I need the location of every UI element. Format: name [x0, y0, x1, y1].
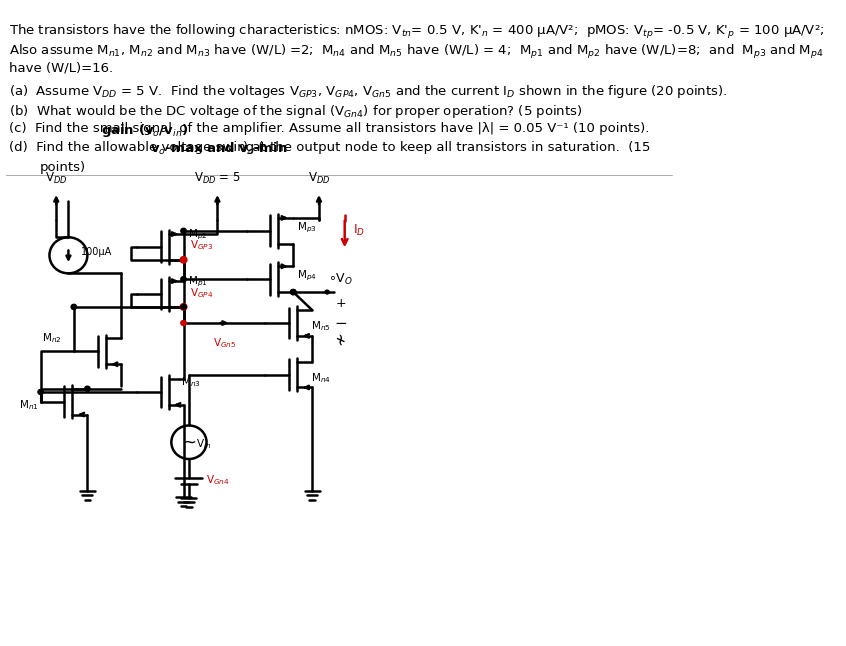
Text: M$_{n1}$: M$_{n1}$	[19, 398, 39, 412]
Circle shape	[181, 228, 186, 233]
Text: (a)  Assume V$_{DD}$ = 5 V.  Find the voltages V$_{GP3}$, V$_{GP4}$, V$_{Gn5}$ a: (a) Assume V$_{DD}$ = 5 V. Find the volt…	[8, 83, 727, 100]
Text: V$_{DD}$: V$_{DD}$	[308, 171, 330, 186]
Circle shape	[38, 390, 43, 395]
Text: M$_{p2}$: M$_{p2}$	[188, 227, 207, 242]
Text: +: +	[335, 297, 346, 310]
Text: (d)  Find the allowable voltage swing (: (d) Find the allowable voltage swing (	[8, 141, 267, 154]
Text: M$_{p4}$: M$_{p4}$	[297, 269, 317, 283]
Text: 100μA: 100μA	[80, 247, 112, 257]
Circle shape	[180, 304, 187, 310]
Text: V$_{Gn5}$: V$_{Gn5}$	[213, 336, 236, 349]
Text: (b)  What would be the DC voltage of the signal (V$_{Gn4}$) for proper operation: (b) What would be the DC voltage of the …	[8, 103, 582, 120]
Text: ~: ~	[182, 433, 196, 452]
Circle shape	[290, 289, 296, 295]
Text: ) at the output node to keep all transistors in saturation.  (15: ) at the output node to keep all transis…	[243, 141, 651, 154]
Text: V$_{DD}$ = 5: V$_{DD}$ = 5	[194, 171, 241, 186]
Text: M$_{n5}$: M$_{n5}$	[310, 319, 331, 333]
Text: −: −	[334, 315, 347, 331]
Text: of the amplifier. Assume all transistors have |λ| = 0.05 V⁻¹ (10 points).: of the amplifier. Assume all transistors…	[175, 122, 650, 135]
Text: ≁: ≁	[332, 331, 349, 346]
Circle shape	[181, 304, 186, 309]
Text: have (W/L)=16.: have (W/L)=16.	[8, 62, 113, 75]
Circle shape	[181, 320, 186, 326]
Text: gain (v$_o$/v$_{in}$): gain (v$_o$/v$_{in}$)	[101, 122, 188, 139]
Text: V$_{DD}$: V$_{DD}$	[45, 171, 68, 186]
Text: (c)  Find the small signal: (c) Find the small signal	[8, 122, 176, 135]
Text: V$_{Gn4}$: V$_{Gn4}$	[206, 473, 229, 486]
Text: M$_{p3}$: M$_{p3}$	[297, 220, 317, 234]
Text: points): points)	[40, 161, 86, 174]
Text: v$_o$-max and v$_o$-min: v$_o$-max and v$_o$-min	[150, 141, 288, 158]
Text: M$_{n3}$: M$_{n3}$	[181, 375, 201, 389]
Circle shape	[85, 386, 90, 391]
Circle shape	[180, 256, 187, 263]
Circle shape	[325, 290, 329, 294]
Text: I$_D$: I$_D$	[353, 224, 365, 238]
Text: The transistors have the following characteristics: nMOS: V$_{tn}$= 0.5 V, K$'_n: The transistors have the following chara…	[8, 23, 824, 41]
Text: V$_{GP3}$: V$_{GP3}$	[190, 238, 213, 252]
Circle shape	[181, 276, 186, 282]
Text: V$_{in}$: V$_{in}$	[195, 437, 211, 451]
Circle shape	[71, 304, 76, 309]
Text: M$_{p1}$: M$_{p1}$	[188, 275, 207, 289]
Text: M$_{n2}$: M$_{n2}$	[42, 331, 62, 345]
Text: Also assume M$_{n1}$, M$_{n2}$ and M$_{n3}$ have (W/L) =2;  M$_{n4}$ and M$_{n5}: Also assume M$_{n1}$, M$_{n2}$ and M$_{n…	[8, 43, 823, 61]
Circle shape	[290, 289, 296, 295]
Text: M$_{n4}$: M$_{n4}$	[310, 371, 331, 384]
Text: V$_{GP4}$: V$_{GP4}$	[190, 287, 214, 300]
Text: $\circ$V$_O$: $\circ$V$_O$	[328, 272, 354, 287]
